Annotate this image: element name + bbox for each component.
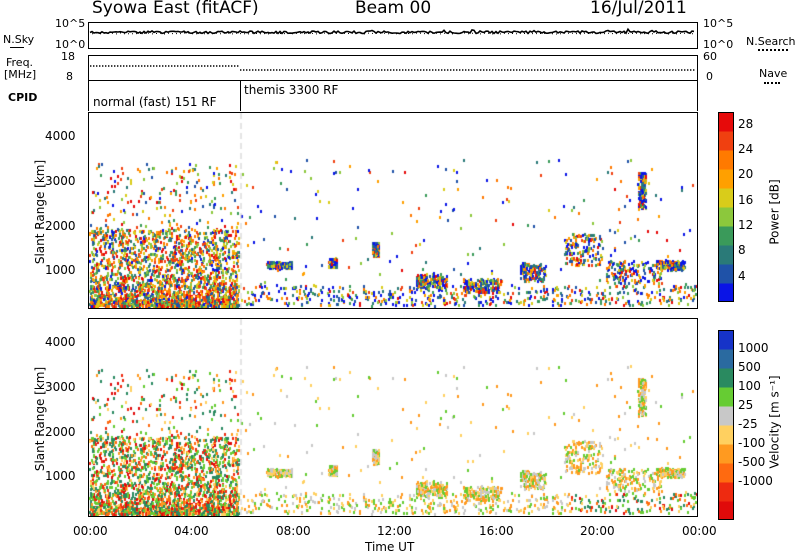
cpid-panel: [88, 81, 698, 111]
power-colorbar-segment: [718, 188, 734, 208]
power-colorbar-segment: [718, 207, 734, 227]
nsky-underline: [10, 47, 24, 48]
velocity-colorbar-segment: [718, 368, 734, 388]
power-colorbar-segment: [718, 226, 734, 246]
power-colorbar-tick: 24: [738, 142, 754, 156]
station-title: Syowa East (fitACF): [92, 0, 259, 18]
power-colorbar-label: Power [dB]: [767, 179, 782, 245]
power-colorbar-tick: 28: [738, 116, 754, 131]
freq-panel: [88, 55, 698, 81]
velocity-colorbar-segment: [718, 444, 734, 464]
velocity-colorbar-tick: 25: [738, 398, 754, 412]
power-colorbar-segment: [718, 169, 734, 189]
velocity-colorbar-tick: 500: [738, 360, 761, 374]
velocity-ytick-4000: 4000: [45, 335, 76, 349]
velocity-ytick-3000: 3000: [45, 380, 76, 394]
velocity-ytick-1000: 1000: [45, 469, 76, 483]
power-colorbar-tick: 20: [738, 167, 754, 182]
velocity-colorbar-tick: -500: [738, 455, 766, 469]
power-ytick-4000: 4000: [45, 129, 76, 143]
power-colorbar-segment: [718, 150, 734, 170]
power-colorbar: [718, 112, 734, 302]
velocity-ytick-2000: 2000: [45, 425, 76, 439]
xtick-5: 20:00: [580, 524, 615, 538]
velocity-colorbar-segment: [718, 349, 734, 369]
power-colorbar-tick: 16: [738, 192, 754, 207]
power-colorbar-segment: [718, 131, 734, 151]
freq-right-tick-bottom: 0: [706, 70, 713, 83]
nave-dotted-line: [764, 82, 780, 84]
beam-title: Beam 00: [355, 0, 432, 18]
freq-trace: [90, 65, 695, 71]
cpid-label: CPID: [8, 91, 38, 104]
velocity-colorbar-label: Velocity [m s⁻¹]: [767, 375, 782, 469]
freq-label: Freq.: [6, 56, 34, 69]
power-colorbar-segment: [718, 283, 734, 302]
velocity-colorbar-segment: [718, 501, 734, 520]
power-colorbar-segment: [718, 245, 734, 265]
nave-label: Nave: [759, 67, 788, 80]
cpid-segment-themis: themis 3300 RF: [244, 83, 339, 97]
xtick-3: 12:00: [377, 524, 412, 538]
power-colorbar-tick: 8: [738, 243, 746, 258]
velocity-colorbar-segment: [718, 463, 734, 483]
velocity-colorbar-tick: 1000: [738, 341, 769, 355]
power-colorbar-segment: [718, 112, 734, 132]
noise-right-tick-bottom: 10^0: [703, 38, 734, 51]
xtick-0: 00:00: [73, 524, 108, 538]
velocity-colorbar-tick: -25: [738, 417, 758, 431]
xtick-2: 08:00: [276, 524, 311, 538]
velocity-colorbar-segment: [718, 406, 734, 426]
date-title: 16/Jul/2011: [590, 0, 687, 18]
noise-sky-line: [89, 27, 695, 35]
power-colorbar-tick: 4: [738, 268, 746, 283]
nsearch-dotted-line: [758, 49, 788, 51]
velocity-colorbar-tick: -1000: [738, 474, 773, 488]
noise-trace: [89, 27, 695, 35]
power-ytick-1000: 1000: [45, 263, 76, 277]
power-colorbar-tick: 12: [738, 218, 754, 232]
velocity-colorbar-segment: [718, 387, 734, 407]
noise-right-tick-top: 10^5: [703, 17, 734, 30]
velocity-colorbar-segment: [718, 425, 734, 445]
velocity-colorbar-segment: [718, 482, 734, 502]
freq-dots: [90, 65, 695, 71]
velocity-colorbar-segment: [718, 330, 734, 350]
freq-unit-label: [MHz]: [4, 68, 37, 81]
noise-search-dots: [92, 32, 693, 35]
xtick-1: 04:00: [174, 524, 209, 538]
x-axis-label: Time UT: [365, 540, 415, 554]
nsky-label: N.Sky: [3, 33, 35, 46]
velocity-colorbar: [718, 330, 734, 520]
power-ytick-2000: 2000: [45, 219, 76, 233]
velocity-heatmap: [89, 319, 697, 516]
velocity-colorbar-tick: 100: [738, 379, 761, 393]
xtick-4: 16:00: [479, 524, 514, 538]
velocity-colorbar-tick: -100: [738, 436, 766, 450]
noise-left-tick-top: 10^5: [55, 17, 86, 30]
noise-left-tick-bottom: 10^0: [55, 38, 86, 51]
freq-right-tick-top: 60: [703, 50, 717, 63]
power-ytick-3000: 3000: [45, 174, 76, 188]
nsearch-label: N.Search: [746, 35, 796, 48]
cpid-segment-normal: normal (fast) 151 RF: [93, 95, 217, 109]
freq-left-tick-top: 18: [61, 50, 75, 63]
power-heatmap: [89, 113, 697, 308]
power-colorbar-segment: [718, 264, 734, 284]
xtick-6: 00:00: [682, 524, 717, 538]
noise-panel: [88, 22, 698, 49]
freq-left-tick-bottom: 8: [66, 70, 73, 83]
cpid-divider: [240, 81, 241, 111]
